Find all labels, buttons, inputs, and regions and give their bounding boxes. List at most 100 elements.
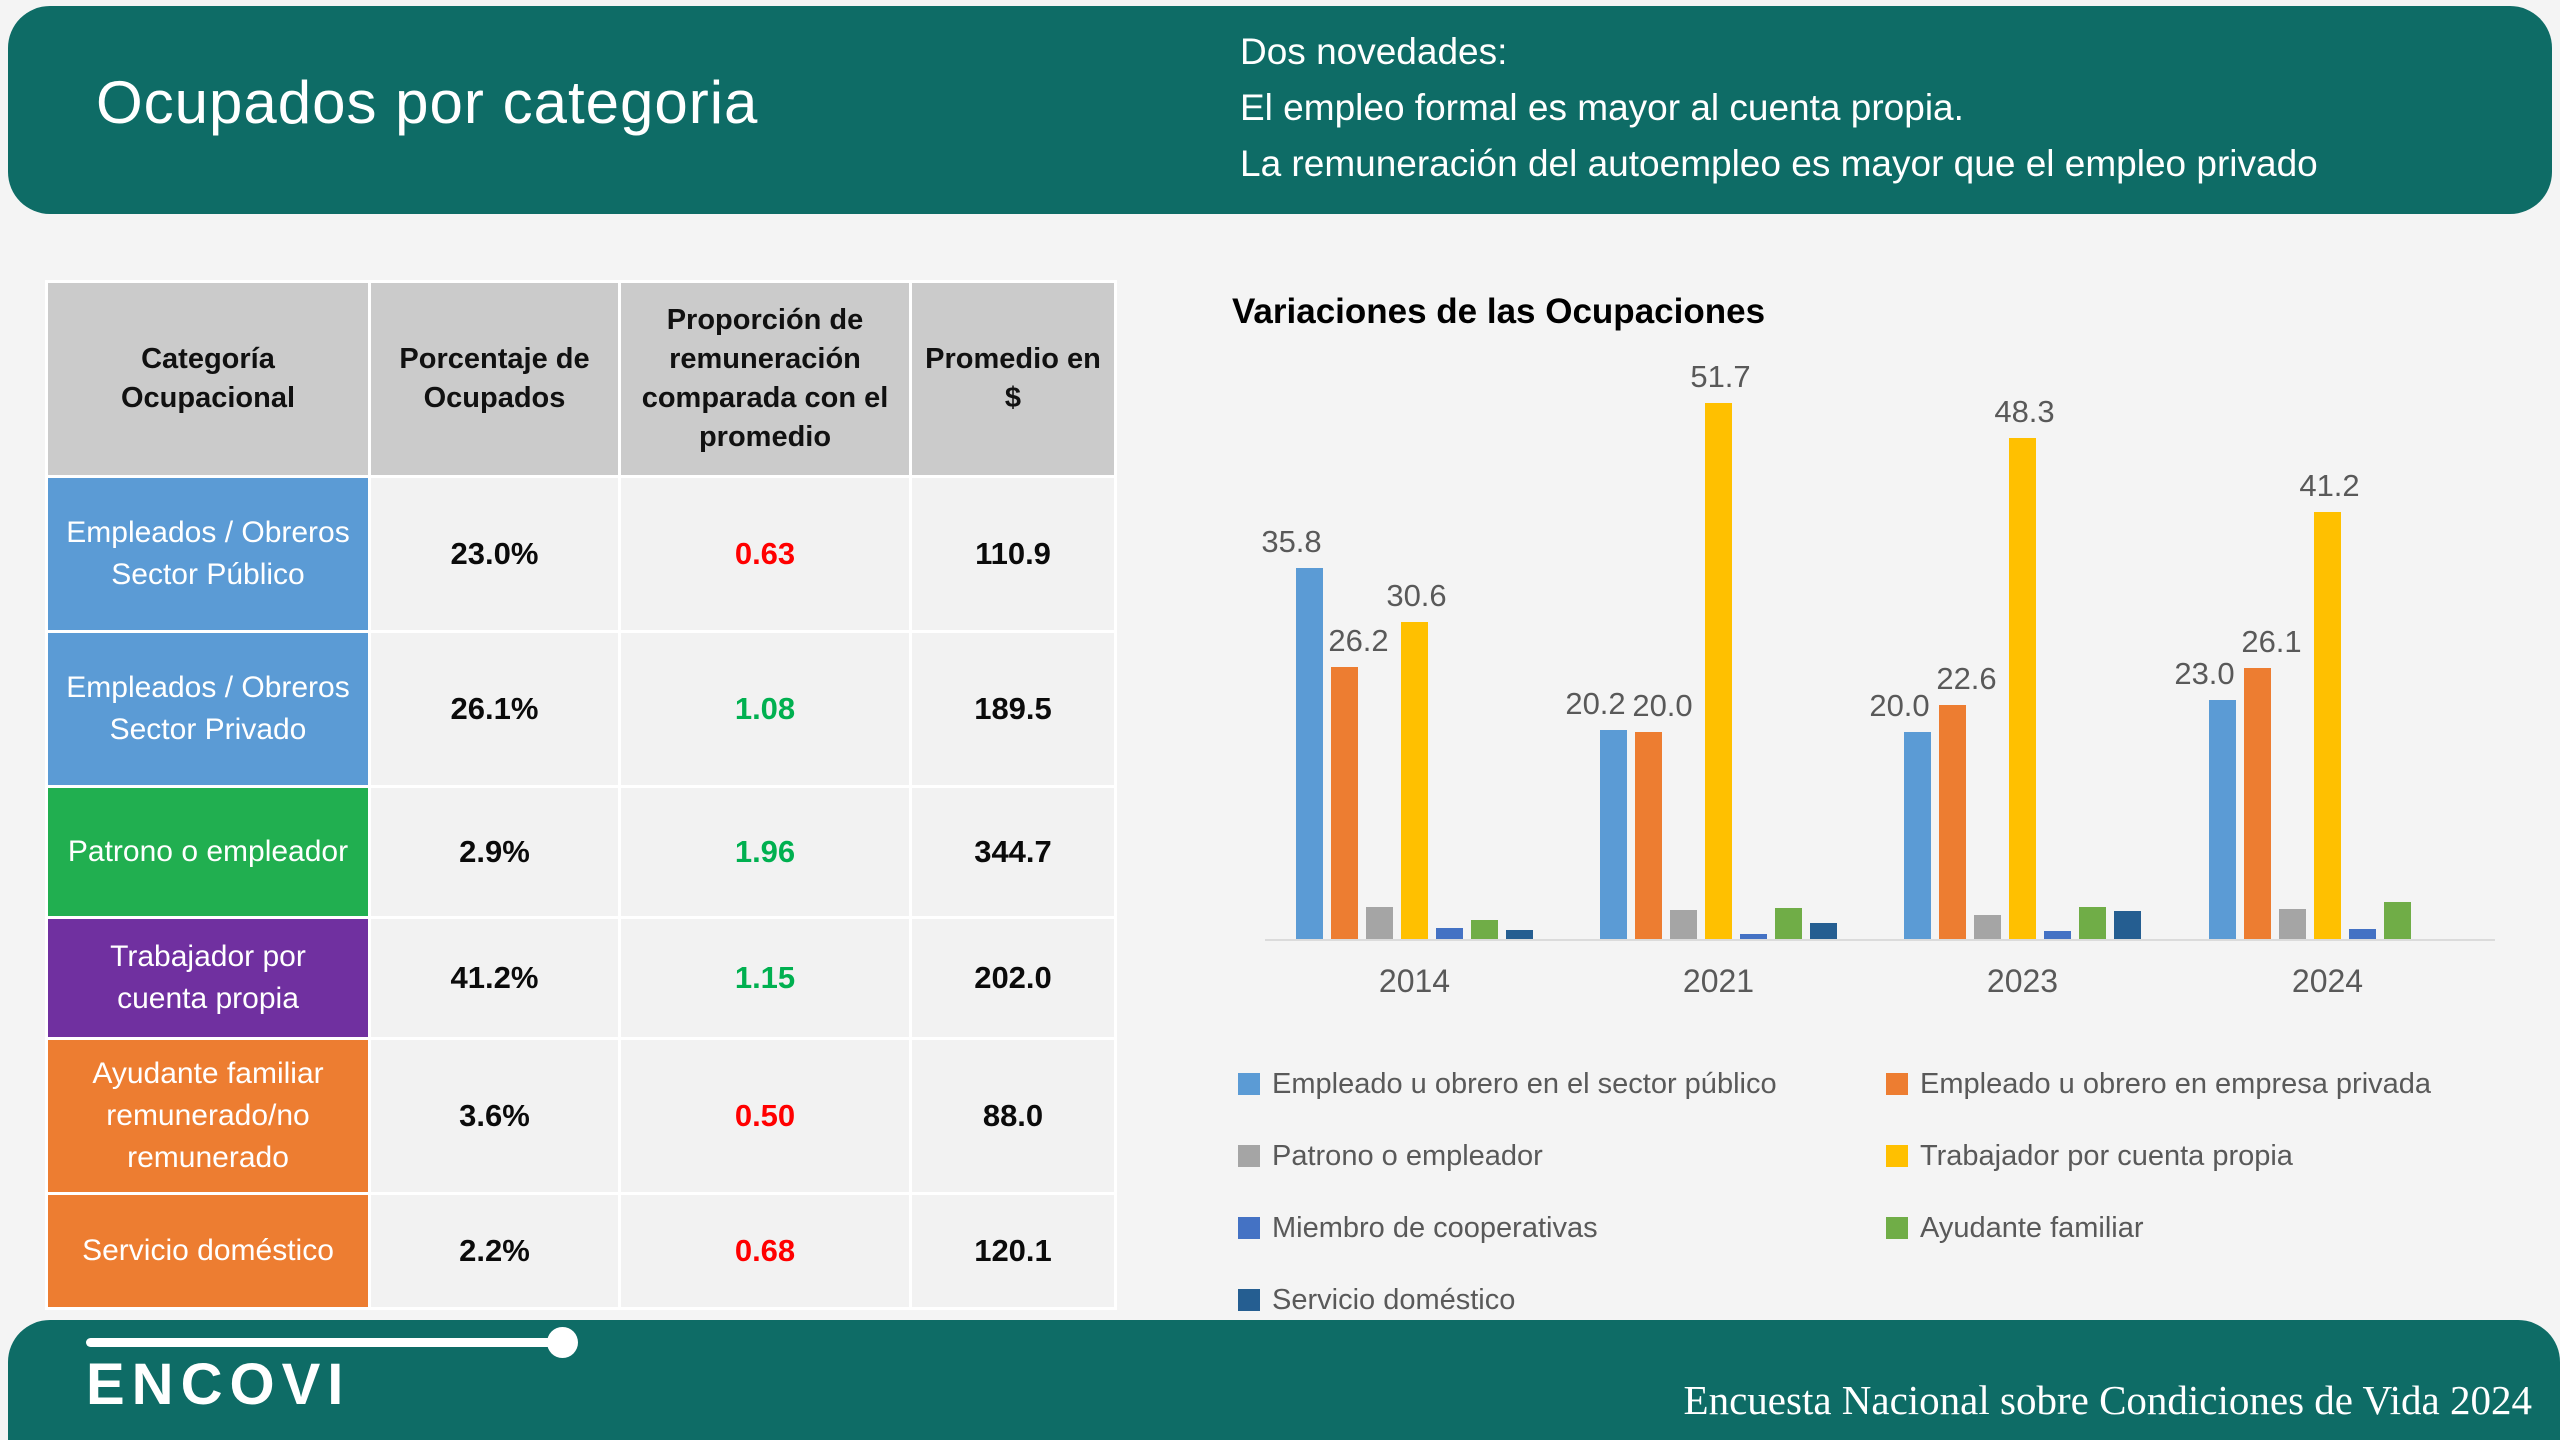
bar-2024-s2 bbox=[2279, 909, 2306, 939]
table-row-0-pct: 23.0% bbox=[371, 478, 618, 630]
chart-title: Variaciones de las Ocupaciones bbox=[1232, 292, 1766, 331]
header-note-line-3: La remuneración del autoempleo es mayor … bbox=[1240, 143, 2318, 184]
table-header-cell-0: Categoría Ocupacional bbox=[48, 283, 368, 475]
bar-2021-s6 bbox=[1810, 923, 1837, 939]
header-note-line-2: El empleo formal es mayor al cuenta prop… bbox=[1240, 87, 1964, 128]
chart-legend: Empleado u obrero en el sector público Em… bbox=[1238, 1048, 2508, 1336]
bar-2014-s3 bbox=[1401, 622, 1428, 939]
bar-2024-s3 bbox=[2314, 512, 2341, 939]
bar-data-label-2014-s1: 26.2 bbox=[1328, 623, 1389, 658]
table-row-5-pct: 2.2% bbox=[371, 1195, 618, 1307]
legend-swatch-icon-0 bbox=[1238, 1073, 1260, 1095]
legend-label-1: Empleado u obrero en empresa privada bbox=[1920, 1067, 2432, 1100]
bar-data-label-2014-s0: 35.8 bbox=[1261, 524, 1322, 559]
table-row-3-avg: 202.0 bbox=[912, 919, 1114, 1037]
table-row-1-category: Empleados / Obreros Sector Privado bbox=[48, 633, 368, 785]
x-axis-label-2024: 2024 bbox=[2291, 963, 2364, 999]
bar-2021-s3 bbox=[1705, 403, 1732, 939]
table-row-5-avg: 120.1 bbox=[912, 1195, 1114, 1307]
bar-data-label-2014-s3: 30.6 bbox=[1386, 578, 1447, 613]
legend-swatch-icon-2 bbox=[1238, 1145, 1260, 1167]
footer-band: ENCOVI Encuesta Nacional sobre Condicion… bbox=[8, 1320, 2560, 1440]
table-row-2-ratio: 1.96 bbox=[621, 788, 909, 916]
logo-line-icon bbox=[86, 1327, 578, 1358]
bar-2021-s4 bbox=[1740, 934, 1767, 939]
legend-label-4: Miembro de cooperativas bbox=[1272, 1211, 1598, 1244]
bar-2021-s5 bbox=[1775, 908, 1802, 939]
bar-2021-s2 bbox=[1670, 910, 1697, 939]
x-axis-label-2021: 2021 bbox=[1682, 963, 1755, 999]
legend-label-5: Ayudante familiar bbox=[1920, 1211, 2144, 1244]
table-row-0-avg: 110.9 bbox=[912, 478, 1114, 630]
bar-2014-s2 bbox=[1366, 907, 1393, 939]
header-band: Ocupados por categoria Dos novedades: El… bbox=[8, 6, 2552, 214]
bar-2023-s1 bbox=[1939, 705, 1966, 939]
legend-item-0: Empleado u obrero en el sector público bbox=[1238, 1048, 1886, 1120]
table-row-4-category: Ayudante familiar remunerado/no remunera… bbox=[48, 1040, 368, 1192]
bar-data-label-2023-s0: 20.0 bbox=[1869, 688, 1930, 723]
legend-item-4: Miembro de cooperativas bbox=[1238, 1192, 1886, 1264]
legend-swatch-icon-4 bbox=[1238, 1217, 1260, 1239]
bar-2023-s0 bbox=[1904, 732, 1931, 939]
bar-2023-s5 bbox=[2079, 907, 2106, 939]
header-note-line-1: Dos novedades: bbox=[1240, 31, 1508, 72]
bar-2014-s1 bbox=[1331, 667, 1358, 939]
footer-caption: Encuesta Nacional sobre Condiciones de V… bbox=[1683, 1377, 2532, 1423]
table-row-2-category: Patrono o empleador bbox=[48, 788, 368, 916]
table-row-4-ratio: 0.50 bbox=[621, 1040, 909, 1192]
table-header-cell-3: Promedio en $ bbox=[912, 283, 1114, 475]
bar-data-label-2024-s3: 41.2 bbox=[2299, 468, 2360, 503]
table-row-1-avg: 189.5 bbox=[912, 633, 1114, 785]
legend-swatch-icon-5 bbox=[1886, 1217, 1908, 1239]
table-row-5-category: Servicio doméstico bbox=[48, 1195, 368, 1307]
occupation-table-wrap: Categoría Ocupacional Porcentaje de Ocupa… bbox=[45, 280, 1117, 1310]
table-row-3-ratio: 1.15 bbox=[621, 919, 909, 1037]
legend-item-6: Servicio doméstico bbox=[1238, 1264, 1886, 1336]
legend-label-0: Empleado u obrero en el sector público bbox=[1272, 1067, 1777, 1100]
page-title: Ocupados por categoria bbox=[96, 69, 759, 136]
bar-data-label-2021-s1: 20.0 bbox=[1632, 688, 1693, 723]
table-row-1-ratio: 1.08 bbox=[621, 633, 909, 785]
table-header-cell-1: Porcentaje de Ocupados bbox=[371, 283, 618, 475]
table-row-3-category: Trabajador por cuenta propia bbox=[48, 919, 368, 1037]
bar-2014-s6 bbox=[1506, 930, 1533, 939]
encovi-logo: ENCOVI bbox=[86, 1327, 586, 1418]
legend-swatch-icon-1 bbox=[1886, 1073, 1908, 1095]
legend-swatch-icon-6 bbox=[1238, 1289, 1260, 1311]
legend-label-2: Patrono o empleador bbox=[1272, 1139, 1543, 1172]
bar-2024-s0 bbox=[2209, 700, 2236, 939]
legend-label-6: Servicio doméstico bbox=[1272, 1283, 1516, 1316]
table-row-4-pct: 3.6% bbox=[371, 1040, 618, 1192]
table-row-2-avg: 344.7 bbox=[912, 788, 1114, 916]
table-row-1-pct: 26.1% bbox=[371, 633, 618, 785]
bar-chart-plot-area: 35.8 26.2 30.6 20.2 20.0 51.7 20.0 22.6 48.3 23.0… bbox=[1261, 359, 2495, 941]
legend-label-3: Trabajador por cuenta propia bbox=[1920, 1139, 2293, 1172]
header-notes: Dos novedades: El empleo formal es mayor… bbox=[1240, 24, 2318, 192]
table-row-0-ratio: 0.63 bbox=[621, 478, 909, 630]
table-row-3-pct: 41.2% bbox=[371, 919, 618, 1037]
legend-item-1: Empleado u obrero en empresa privada bbox=[1886, 1048, 2508, 1120]
legend-item-5: Ayudante familiar bbox=[1886, 1192, 2508, 1264]
bar-data-label-2023-s1: 22.6 bbox=[1936, 661, 1997, 696]
bar-data-label-2024-s0: 23.0 bbox=[2174, 656, 2235, 691]
table-row-0-category: Empleados / Obreros Sector Público bbox=[48, 478, 368, 630]
bar-data-label-2023-s3: 48.3 bbox=[1994, 394, 2055, 429]
bar-2024-s4 bbox=[2349, 929, 2376, 939]
logo-dot-icon bbox=[547, 1327, 578, 1358]
legend-item-2: Patrono o empleador bbox=[1238, 1120, 1886, 1192]
bar-data-label-2021-s0: 20.2 bbox=[1565, 686, 1626, 721]
legend-item-3: Trabajador por cuenta propia bbox=[1886, 1120, 2508, 1192]
occupation-table: Categoría Ocupacional Porcentaje de Ocupa… bbox=[48, 283, 1114, 1307]
bar-2014-s0 bbox=[1296, 568, 1323, 939]
bar-2023-s3 bbox=[2009, 438, 2036, 939]
bar-2014-s5 bbox=[1471, 920, 1498, 939]
bar-2014-s4 bbox=[1436, 928, 1463, 939]
table-row-4-avg: 88.0 bbox=[912, 1040, 1114, 1192]
bar-2023-s4 bbox=[2044, 931, 2071, 939]
table-row-2-pct: 2.9% bbox=[371, 788, 618, 916]
bar-2023-s6 bbox=[2114, 911, 2141, 939]
legend-swatch-icon-3 bbox=[1886, 1145, 1908, 1167]
table-header-cell-2: Proporción de remuneración comparada con… bbox=[621, 283, 909, 475]
bar-2021-s0 bbox=[1600, 730, 1627, 939]
